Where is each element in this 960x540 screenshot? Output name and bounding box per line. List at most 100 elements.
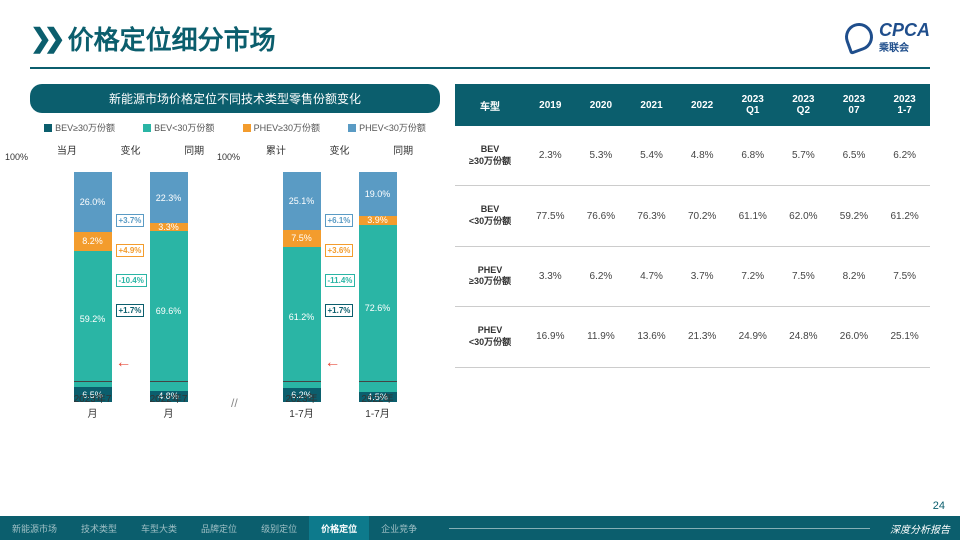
arrow-icon: ← — [325, 354, 341, 372]
divider — [30, 67, 930, 69]
logo-icon — [841, 19, 877, 55]
content: 新能源市场价格定位不同技术类型零售份额变化 BEV≥30万份额 BEV<30万份额… — [0, 84, 960, 422]
table-cell: 7.5% — [879, 246, 930, 306]
tab[interactable]: 企业竞争 — [369, 516, 429, 540]
table-cell: 25.1% — [879, 307, 930, 367]
table-row: PHEV<30万份额16.9%11.9%13.6%21.3%24.9%24.8%… — [455, 307, 930, 367]
table-cell: 6.5% — [829, 126, 880, 186]
y-label: 100% — [5, 152, 28, 162]
x-label: 2022年7月 — [150, 390, 188, 420]
tab[interactable]: 价格定位 — [309, 516, 369, 540]
logo: CPCA 乘联会 — [845, 20, 930, 54]
tab[interactable]: 技术类型 — [69, 516, 129, 540]
legend-swatch — [143, 124, 151, 132]
table-cell: 62.0% — [778, 186, 829, 246]
table-row: PHEV≥30万份额3.3%6.2%4.7%3.7%7.2%7.5%8.2%7.… — [455, 246, 930, 306]
table-cell: 21.3% — [677, 307, 728, 367]
bar-segment: 72.6% — [359, 225, 397, 392]
table-cell: 6.2% — [879, 126, 930, 186]
stacked-bar: 4.5%72.6%3.9%19.0% — [359, 172, 397, 402]
table-cell: PHEV<30万份额 — [455, 307, 525, 367]
table-header: 2020 — [576, 84, 627, 126]
group-label: 累计 — [266, 142, 286, 157]
table-cell: 5.3% — [576, 126, 627, 186]
table-cell: 7.2% — [727, 246, 778, 306]
change-label: +3.6% — [325, 244, 354, 257]
table-header: 2023Q2 — [778, 84, 829, 126]
table-cell: 16.9% — [525, 307, 576, 367]
stacked-bar: 6.5%59.2%8.2%26.0% — [74, 172, 112, 402]
table-cell: 13.6% — [626, 307, 677, 367]
tab[interactable]: 新能源市场 — [0, 516, 69, 540]
footer: 新能源市场技术类型车型大类品牌定位级别定位价格定位企业竞争 深度分析报告 — [0, 516, 960, 540]
bar-segment: 19.0% — [359, 172, 397, 216]
tab[interactable]: 品牌定位 — [189, 516, 249, 540]
legend-swatch — [243, 124, 251, 132]
group-label: 同期 — [184, 142, 204, 157]
logo-sub: 乘联会 — [879, 39, 930, 54]
bar-segment: 25.1% — [283, 172, 321, 230]
tab[interactable]: 级别定位 — [249, 516, 309, 540]
legend: BEV≥30万份额BEV<30万份额PHEV≥30万份额PHEV<30万份额 — [30, 113, 440, 142]
table-cell: 77.5% — [525, 186, 576, 246]
bar-segment: 26.0% — [74, 172, 112, 232]
table-cell: 5.7% — [778, 126, 829, 186]
group-label: 变化 — [120, 142, 140, 157]
table-header: 2019 — [525, 84, 576, 126]
table-cell: BEV<30万份额 — [455, 186, 525, 246]
x-label: 2022年1-7月 — [359, 390, 397, 420]
y-label: 100% — [217, 152, 240, 162]
table-cell: 11.9% — [576, 307, 627, 367]
data-table: 车型20192020202120222023Q12023Q22023072023… — [455, 84, 930, 368]
table-cell: 6.2% — [576, 246, 627, 306]
change-col: +6.1%+3.6%-11.4%+1.7%← — [325, 172, 355, 402]
table-cell: 26.0% — [829, 307, 880, 367]
table-cell: 3.3% — [525, 246, 576, 306]
logo-text: CPCA — [879, 20, 930, 41]
chart-title: 新能源市场价格定位不同技术类型零售份额变化 — [30, 84, 440, 113]
table-header: 车型 — [455, 84, 525, 126]
chevron-icon: ❯❯ — [30, 23, 58, 54]
table-cell: 24.9% — [727, 307, 778, 367]
table-cell: 7.5% — [778, 246, 829, 306]
bar-segment: 69.6% — [150, 231, 188, 391]
table-header: 2022 — [677, 84, 728, 126]
table-header: 2023Q1 — [727, 84, 778, 126]
legend-swatch — [44, 124, 52, 132]
table-cell: 4.8% — [677, 126, 728, 186]
table-header: 20231-7 — [879, 84, 930, 126]
chart-panel: 新能源市场价格定位不同技术类型零售份额变化 BEV≥30万份额 BEV<30万份额… — [30, 84, 440, 422]
change-label: +3.7% — [116, 214, 145, 227]
footer-line — [449, 528, 870, 529]
table-cell: 6.8% — [727, 126, 778, 186]
stacked-bar: 4.8%69.6%3.3%22.3% — [150, 172, 188, 402]
change-col: +3.7%+4.9%-10.4%+1.7%← — [116, 172, 146, 402]
table-header-row: 车型20192020202120222023Q12023Q22023072023… — [455, 84, 930, 126]
arrow-icon: ← — [116, 354, 132, 372]
change-label: +6.1% — [325, 214, 354, 227]
legend-item: BEV<30万份额 — [143, 121, 214, 134]
table-cell: 24.8% — [778, 307, 829, 367]
footer-right: 深度分析报告 — [890, 521, 960, 536]
legend-item: PHEV≥30万份额 — [243, 121, 320, 134]
table-cell: 61.1% — [727, 186, 778, 246]
chart-group: 100% 累计变化同期 6.2%61.2%7.5%25.1% 2023年1-7月… — [239, 142, 440, 422]
table-cell: 76.3% — [626, 186, 677, 246]
bar-wrap: 6.2%61.2%7.5%25.1% 2023年1-7月 — [283, 172, 321, 402]
group-label: 当月 — [57, 142, 77, 157]
x-label: 2023年7月 — [74, 390, 112, 420]
table-cell: 5.4% — [626, 126, 677, 186]
tab[interactable]: 车型大类 — [129, 516, 189, 540]
tick — [150, 381, 188, 382]
chart-group: 100% 当月变化同期 6.5%59.2%8.2%26.0% 2023年7月 +… — [30, 142, 231, 422]
page-title: 价格定位细分市场 — [68, 20, 276, 57]
tabs: 新能源市场技术类型车型大类品牌定位级别定位价格定位企业竞争 — [0, 516, 429, 540]
bar-segment: 3.9% — [359, 216, 397, 225]
change-label: +1.7% — [116, 304, 145, 317]
group-label: 变化 — [329, 142, 349, 157]
table-header: 2021 — [626, 84, 677, 126]
legend-item: BEV≥30万份额 — [44, 121, 115, 134]
table-cell: PHEV≥30万份额 — [455, 246, 525, 306]
change-label: +4.9% — [116, 244, 145, 257]
table-panel: 车型20192020202120222023Q12023Q22023072023… — [455, 84, 930, 422]
